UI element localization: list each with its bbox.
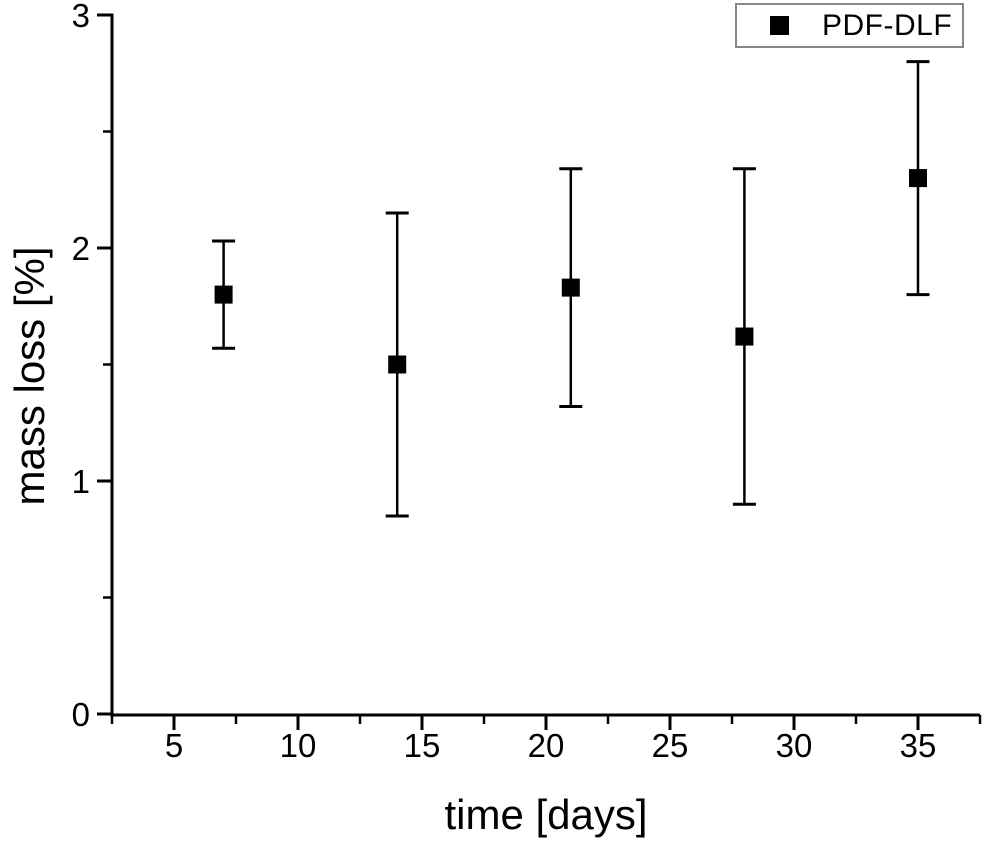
- data-point-marker: [388, 355, 407, 374]
- y-axis-title: mass loss [%]: [6, 246, 53, 506]
- x-tick-label: 25: [652, 727, 689, 764]
- data-point-marker: [561, 278, 580, 297]
- data-point-marker: [909, 169, 927, 188]
- legend-box: PDF-DLF: [735, 3, 964, 48]
- data-point-marker: [214, 285, 233, 304]
- x-axis-title: time [days]: [444, 791, 648, 838]
- x-tick-label: 30: [776, 727, 813, 764]
- data-point-marker: [735, 327, 754, 346]
- legend-marker-square-icon: [770, 16, 789, 35]
- y-tick-label: 2: [72, 230, 90, 267]
- x-tick-label: 20: [528, 727, 565, 764]
- y-tick-label: 0: [72, 696, 90, 733]
- x-tick-label: 5: [165, 727, 183, 764]
- y-tick-label: 3: [72, 0, 90, 34]
- x-tick-label: 10: [280, 727, 317, 764]
- x-tick-label: 35: [900, 727, 937, 764]
- x-tick-label: 15: [404, 727, 441, 764]
- y-tick-label: 1: [72, 463, 90, 500]
- legend-series-label: PDF-DLF: [822, 8, 953, 42]
